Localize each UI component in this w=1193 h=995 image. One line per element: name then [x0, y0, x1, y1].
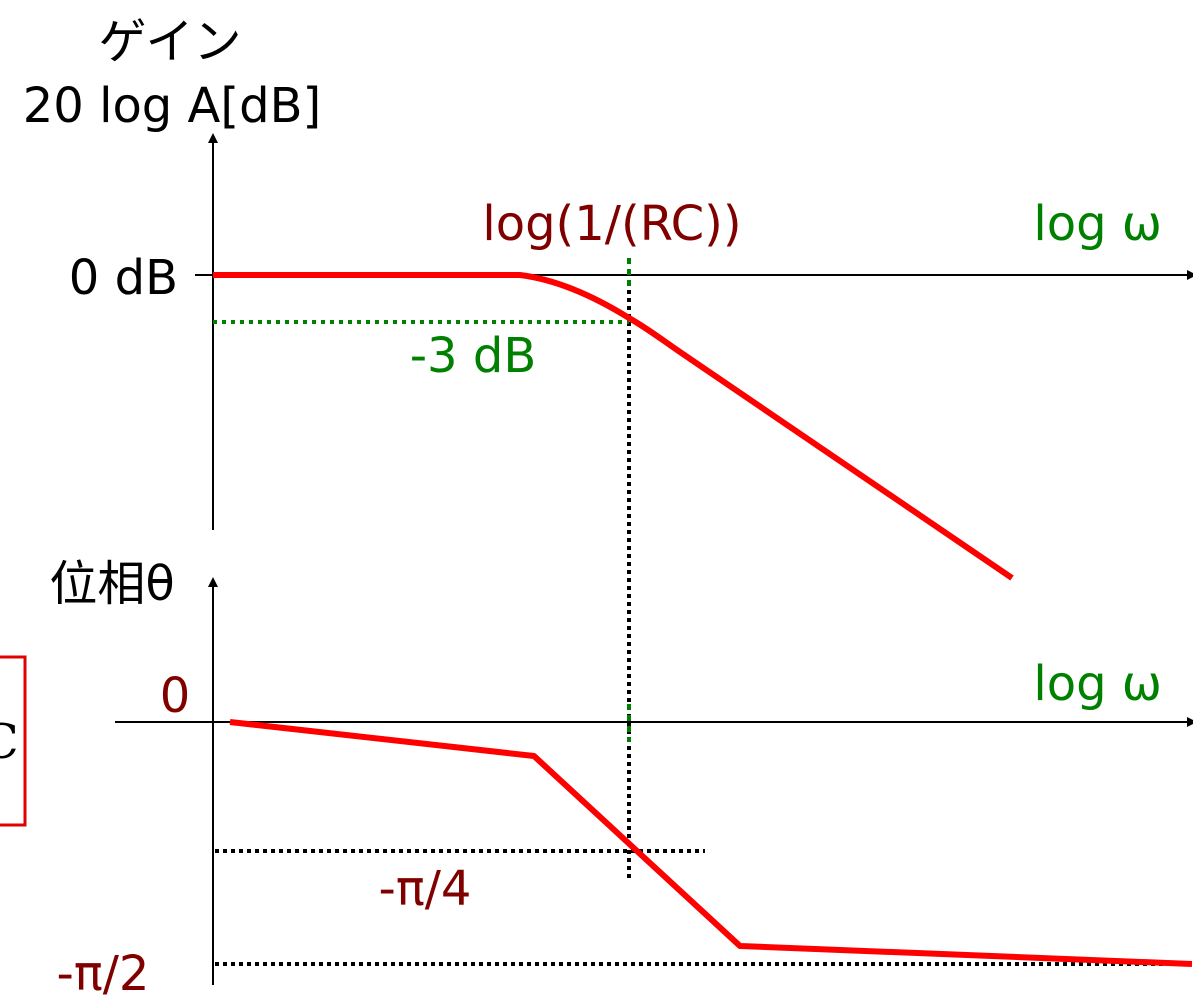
gain-title-line2: 20 log A[dB]	[23, 78, 321, 134]
formula-box	[0, 655, 27, 827]
gain-curve	[213, 272, 1014, 581]
phase-title: 位相θ	[49, 556, 174, 612]
gain-x-axis-label: log ω	[1033, 196, 1162, 252]
phase-x-axis-label: log ω	[1033, 656, 1162, 712]
corner-frequency-label: log(1/(RC))	[482, 196, 741, 252]
quarter-pi-label: -π/4	[379, 861, 472, 917]
phase-curve	[229, 719, 1193, 967]
minus3db-label: -3 dB	[410, 328, 537, 384]
half-pi-label: -π/2	[57, 946, 150, 995]
gain-zero-label: 0 dB	[69, 250, 178, 306]
gain-title-line1: ゲイン	[98, 14, 241, 70]
formula-box-text: C	[0, 714, 19, 770]
phase-zero-label: 0	[160, 668, 191, 724]
